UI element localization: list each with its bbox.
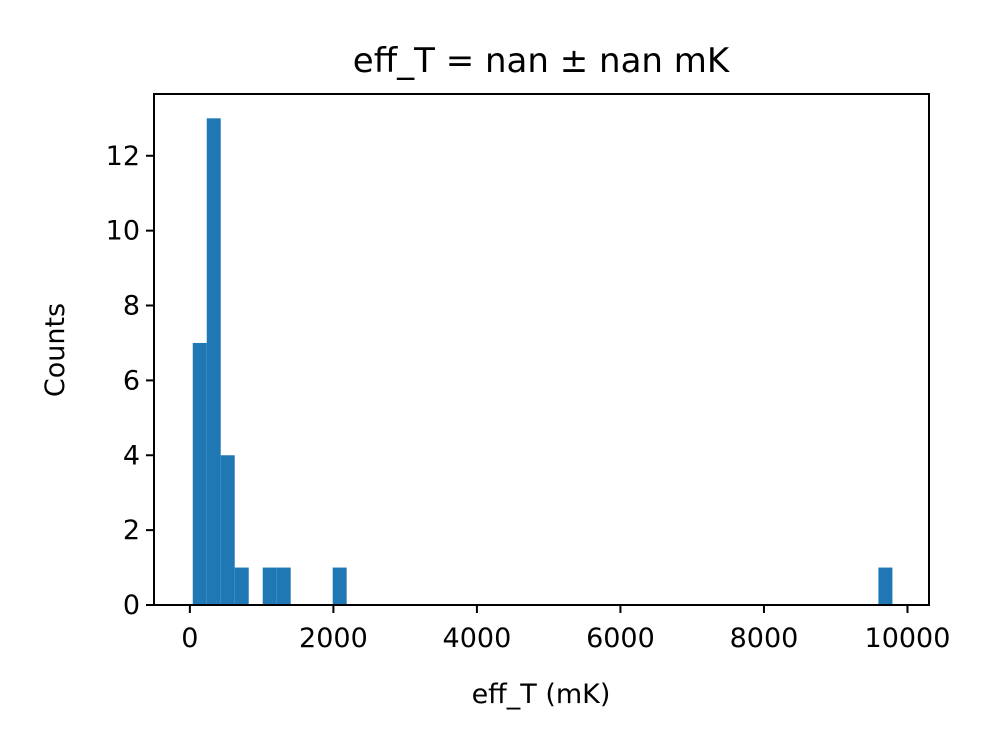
y-tick-label: 2 <box>123 515 140 546</box>
plot-frame <box>153 93 930 606</box>
y-tick-label: 12 <box>106 141 140 172</box>
y-tick-label: 4 <box>123 440 140 471</box>
histogram-bar <box>276 567 291 605</box>
chart-title: eff_T = nan ± nan mK <box>353 41 731 81</box>
y-tick-label: 0 <box>123 590 140 621</box>
x-axis-ticks: 0 2000 4000 6000 8000 10000 <box>181 605 950 654</box>
histogram-bar <box>234 567 249 605</box>
y-tick-label: 10 <box>106 216 140 247</box>
y-axis-label: Counts <box>40 303 71 397</box>
histogram-bar <box>878 567 893 605</box>
x-tick-label: 6000 <box>586 623 655 654</box>
x-tick-label: 4000 <box>443 623 512 654</box>
x-tick-label: 2000 <box>299 623 368 654</box>
histogram-bar <box>262 567 277 605</box>
y-tick-label: 6 <box>123 365 140 396</box>
y-tick-label: 8 <box>123 291 140 322</box>
histogram-bar <box>220 455 235 605</box>
x-tick-label: 0 <box>181 623 198 654</box>
x-axis-label: eff_T (mK) <box>472 679 611 710</box>
histogram-bar <box>206 118 221 605</box>
histogram-bar <box>332 567 347 605</box>
histogram-bar <box>192 342 207 605</box>
x-tick-label: 8000 <box>730 623 799 654</box>
y-axis-ticks: 0 2 4 6 8 10 12 <box>106 141 154 621</box>
bars-group <box>192 118 893 605</box>
x-tick-label: 10000 <box>865 623 951 654</box>
